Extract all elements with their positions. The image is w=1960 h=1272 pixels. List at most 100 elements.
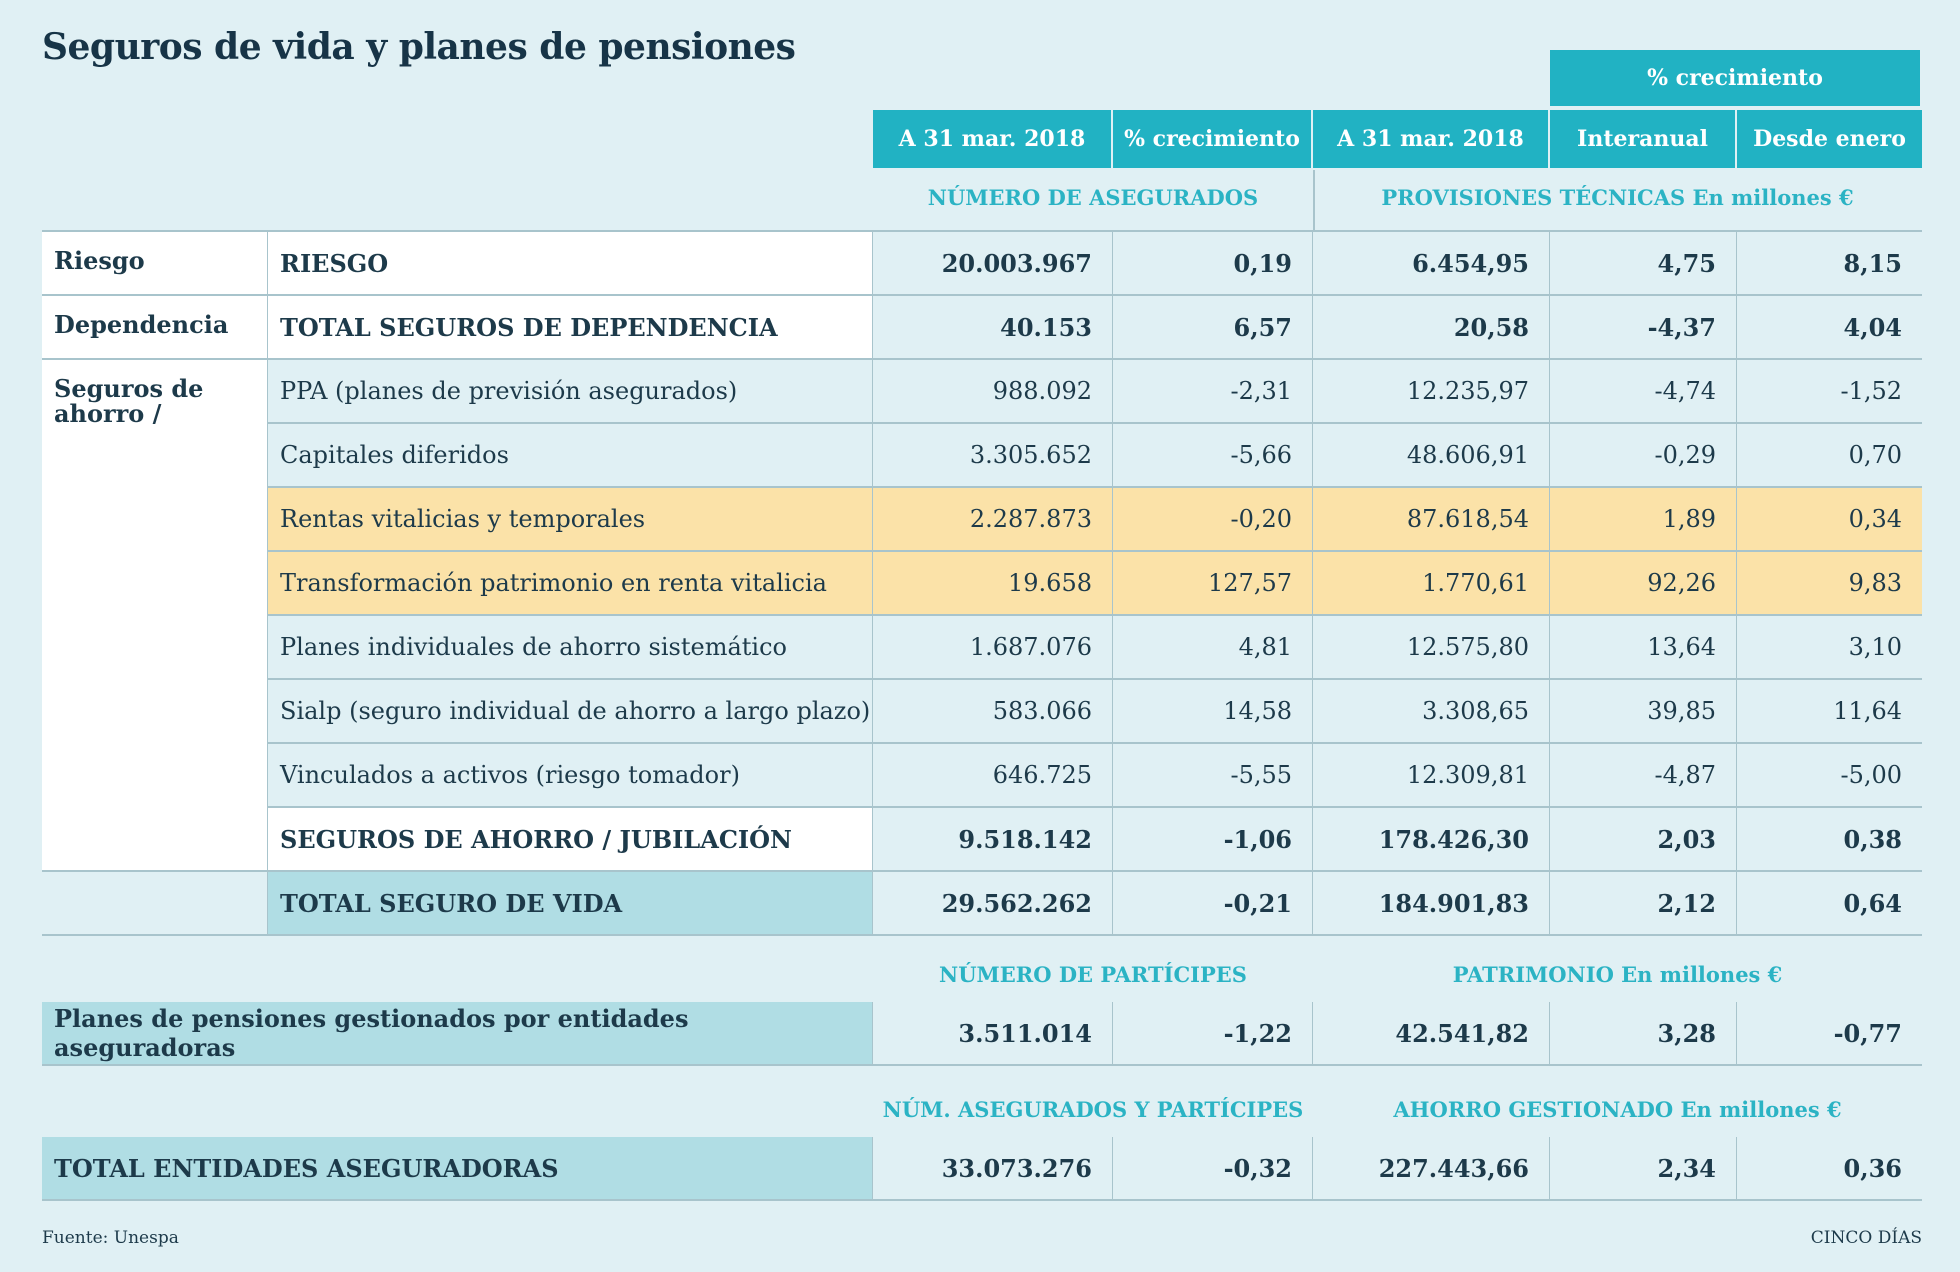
value-cell: -4,87 — [1550, 744, 1737, 806]
value-cell: -5,00 — [1840, 761, 1902, 789]
value-cell: 19.658 — [873, 552, 1113, 614]
value-cell: 12.575,80 — [1313, 616, 1550, 678]
divider — [1313, 170, 1315, 230]
value-cell: 9,83 — [1737, 552, 1922, 614]
row-label: TOTAL ENTIDADES ASEGURADORAS — [42, 1137, 873, 1199]
value-cell: 8,15 — [1843, 248, 1902, 278]
table-row: Transformación patrimonio en renta vital… — [42, 552, 1922, 618]
value-cell: 0,36 — [1843, 1153, 1902, 1183]
value-cell: 1.687.076 — [873, 616, 1113, 678]
value-cell: 6.454,95 — [1313, 232, 1550, 294]
header-col: Interanual — [1550, 110, 1737, 168]
value-cell: 12.309,81 — [1313, 744, 1550, 806]
table-row: Seguros de ahorro / jubilaciónPPA (plane… — [42, 360, 1922, 451]
source-note: Fuente: Unespa — [42, 1228, 179, 1248]
section-label: NÚMERO DE ASEGURADOS — [927, 185, 1259, 210]
category-label — [42, 744, 268, 810]
table-row: Sialp (seguro individual de ahorro a lar… — [42, 680, 1922, 746]
value-cell: 42.541,82 — [1313, 1002, 1550, 1064]
table-row: TOTAL ENTIDADES ASEGURADORAS 33.073.276 -0… — [42, 1137, 1922, 1201]
header-row: A 31 mar. 2018 % crecimiento A 31 mar. 2… — [873, 110, 1922, 168]
row-label: Vinculados a activos (riesgo tomador) — [268, 744, 873, 806]
row-label: SEGUROS DE AHORRO / JUBILACIÓN — [268, 808, 873, 870]
value-cell: 9.518.142 — [873, 808, 1113, 870]
category-label — [42, 680, 268, 746]
header-col: A 31 mar. 2018 — [873, 110, 1113, 168]
value-cell: 4,75 — [1550, 232, 1737, 294]
value-cell: 13,64 — [1550, 616, 1737, 678]
category-label — [42, 552, 268, 618]
value-cell: -1,22 — [1113, 1002, 1313, 1064]
value-cell: 6,57 — [1113, 296, 1313, 358]
table-row: Planes de pensiones gestionados por enti… — [42, 1002, 1922, 1066]
value-cell: -0,32 — [1113, 1137, 1313, 1199]
header-growth-group: % crecimiento — [1550, 50, 1922, 106]
page-title: Seguros de vida y planes de pensiones — [42, 26, 796, 68]
value-cell: 3.305.652 — [873, 424, 1113, 486]
value-cell: -0,77 — [1833, 1018, 1902, 1048]
value-cell: 0,64 — [1843, 888, 1902, 918]
value-cell: 33.073.276 — [873, 1137, 1113, 1199]
value-cell: 1,89 — [1550, 488, 1737, 550]
value-cell: 4,81 — [1113, 616, 1313, 678]
row-label: Sialp (seguro individual de ahorro a lar… — [268, 680, 873, 742]
header-col: % crecimiento — [1113, 110, 1313, 168]
row-label: Planes de pensiones gestionados por enti… — [42, 1002, 873, 1064]
table-row: SEGUROS DE AHORRO / JUBILACIÓN 9.518.142-… — [42, 808, 1922, 872]
value-cell: 29.562.262 — [873, 872, 1113, 934]
value-cell: 227.443,66 — [1313, 1137, 1550, 1199]
value-cell: 3.308,65 — [1313, 680, 1550, 742]
value-cell: 127,57 — [1113, 552, 1313, 614]
category-label — [42, 808, 268, 870]
header-col: Desde enero — [1737, 110, 1922, 168]
value-cell: 40.153 — [873, 296, 1113, 358]
value-cell: 3,10 — [1848, 633, 1902, 661]
category-label — [42, 872, 268, 934]
value-cell: 2,03 — [1550, 808, 1737, 870]
row-label: TOTAL SEGUROS DE DEPENDENCIA — [268, 296, 873, 358]
row-label: Transformación patrimonio en renta vital… — [268, 552, 873, 614]
value-cell: 12.235,97 — [1313, 360, 1550, 422]
category-label: Seguros de ahorro / jubilación — [42, 360, 268, 451]
value-cell: 1.770,61 — [1313, 552, 1550, 614]
value-cell: 87.618,54 — [1313, 488, 1550, 550]
value-cell: 988.092 — [873, 360, 1113, 422]
value-cell: 3,28 — [1550, 1002, 1737, 1064]
value-cell: -0,21 — [1113, 872, 1313, 934]
section-label: NÚMERO DE PARTÍCIPES — [939, 962, 1247, 987]
value-cell: 39,85 — [1550, 680, 1737, 742]
table-row: Capitales diferidos 3.305.652 -5,66 48.606,… — [42, 424, 1922, 490]
value-cell: -0,20 — [1113, 488, 1313, 550]
category-label — [42, 488, 268, 554]
value-cell: 14,58 — [1113, 680, 1313, 742]
category-label: Dependencia — [42, 296, 268, 358]
header-col: A 31 mar. 2018 — [1313, 110, 1550, 168]
value-cell: 2,12 — [1550, 872, 1737, 934]
value-cell: 583.066 — [873, 680, 1113, 742]
table-row: Riesgo RIESGO 20.003.967 0,19 6.454,95 4,75 8,… — [42, 232, 1922, 296]
value-cell: -1,06 — [1113, 808, 1313, 870]
row-label: Planes individuales de ahorro sistemátic… — [268, 616, 873, 678]
row-label: PPA (planes de previsión asegurados) — [268, 360, 873, 422]
table-row: Rentas vitalicias y temporales 2.287.873-… — [42, 488, 1922, 554]
row-label: TOTAL SEGURO DE VIDA — [268, 872, 873, 934]
value-cell: 0,70 — [1848, 441, 1902, 469]
table-row: Vinculados a activos (riesgo tomador) 646… — [42, 744, 1922, 810]
value-cell: 20,58 — [1313, 296, 1550, 358]
value-cell: 4,04 — [1843, 312, 1902, 342]
value-cell: 0,19 — [1113, 232, 1313, 294]
value-cell: 184.901,83 — [1313, 872, 1550, 934]
value-cell: 2.287.873 — [873, 488, 1113, 550]
value-cell: -5,55 — [1113, 744, 1313, 806]
section-label: PROVISIONES TÉCNICAS En millones € — [1381, 185, 1854, 210]
table-row: TOTAL SEGURO DE VIDA 29.562.262 -0,21 184.9… — [42, 872, 1922, 936]
value-cell: -2,31 — [1113, 360, 1313, 422]
category-label — [42, 616, 268, 682]
brand: CINCO DÍAS — [1810, 1228, 1922, 1248]
value-cell: 178.426,30 — [1313, 808, 1550, 870]
value-cell: 92,26 — [1550, 552, 1737, 614]
value-cell: 0,34 — [1737, 488, 1922, 550]
value-cell: -5,66 — [1113, 424, 1313, 486]
category-label — [42, 424, 268, 490]
divider — [42, 230, 1922, 232]
